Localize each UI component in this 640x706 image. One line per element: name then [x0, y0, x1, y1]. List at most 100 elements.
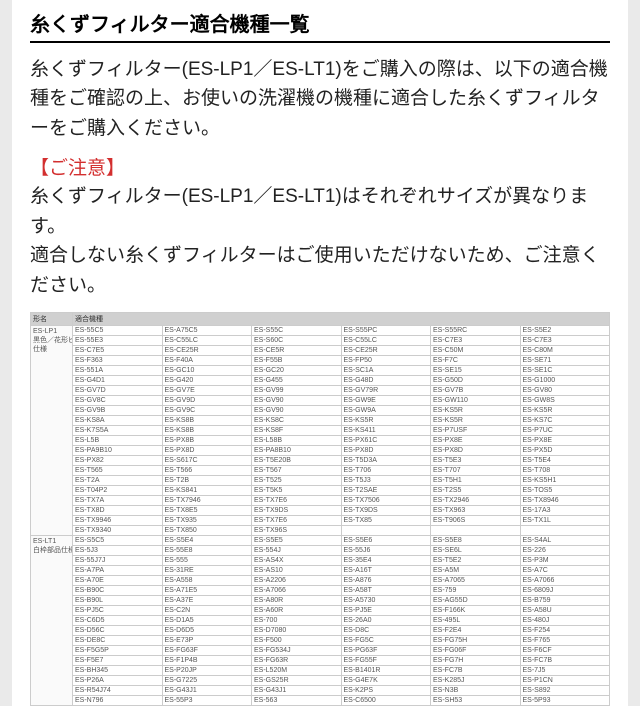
model-cell: ES-PA8B10 [252, 446, 342, 456]
table-row: ES-BH345ES-P20JPES-L520MES-B1401RES-FC7B… [31, 666, 610, 676]
model-cell: ES-N3B [431, 686, 521, 696]
model-cell: ES-GV7D [73, 386, 163, 396]
model-cell: ES-T707 [431, 466, 521, 476]
col-header-label: 形名 [31, 313, 73, 326]
table-row: ES-LP1黒色／花形ビ仕様ES-55C5ES-A75C5ES-S55CES-S… [31, 326, 610, 336]
model-cell: ES-F7C [431, 356, 521, 366]
model-cell: ES-A5M [431, 566, 521, 576]
model-cell: ES-GV90 [252, 396, 342, 406]
model-cell: ES-GV99 [252, 386, 342, 396]
model-cell: ES-A58U [520, 606, 610, 616]
document-page: 糸くずフィルター適合機種一覧 糸くずフィルター(ES-LP1／ES-LT1)をご… [12, 0, 628, 706]
model-cell: ES-P3M [520, 556, 610, 566]
model-cell: ES-T2S5 [431, 486, 521, 496]
model-cell: ES-S55RC [431, 326, 521, 336]
table-row: ES-G4D1ES-G420ES-G455ES-G48DES-G50DES-G1… [31, 376, 610, 386]
model-cell: ES-T706 [341, 466, 431, 476]
model-cell: ES-P1CN [520, 676, 610, 686]
model-cell: ES-F1P4B [162, 656, 252, 666]
model-cell: ES-SE1C [520, 366, 610, 376]
model-cell: ES-TX85 [341, 516, 431, 526]
model-cell: ES-TX8E5 [162, 506, 252, 516]
model-cell: ES-AS10 [252, 566, 342, 576]
model-cell: ES-KS7C [520, 416, 610, 426]
model-cell: ES-G1000 [520, 376, 610, 386]
table-row: ES-TX7AES-TX7946ES-TX7E6ES-TX7506ES-TX29… [31, 496, 610, 506]
intro-text: 糸くずフィルター(ES-LP1／ES-LT1)をご購入の際は、以下の適合機種をご… [30, 55, 610, 143]
model-cell: ES-KS5R [341, 416, 431, 426]
model-cell: ES-F500 [252, 636, 342, 646]
model-cell: ES-T5D3A [341, 456, 431, 466]
model-cell: ES-GW9A [341, 406, 431, 416]
model-cell: ES-GW9E [341, 396, 431, 406]
model-cell: ES-495L [431, 616, 521, 626]
model-cell: ES-55C5 [73, 326, 163, 336]
model-cell: ES-F254 [520, 626, 610, 636]
model-cell: ES-T5E2 [431, 556, 521, 566]
model-cell: ES-KS411 [341, 426, 431, 436]
table-row: ES-KS8AES-KS8BES-KS8CES-KS5RES-KS5RES-KS… [31, 416, 610, 426]
model-cell: ES-GV9B [73, 406, 163, 416]
model-cell: ES-PX8D [162, 446, 252, 456]
model-cell: ES-G420 [162, 376, 252, 386]
table-row: ES-T565ES-T566ES-T567ES-T706ES-T707ES-T7… [31, 466, 610, 476]
table-row: ES-P26AES-G7225ES-GS25RES-G4E7KES-K285JE… [31, 676, 610, 686]
model-cell [431, 526, 521, 536]
model-cell: ES-C6D5 [73, 616, 163, 626]
model-cell: ES-B759 [520, 596, 610, 606]
model-cell: ES-55E3 [73, 336, 163, 346]
model-cell: ES-S5E6 [341, 536, 431, 546]
model-cell: ES-FG75H [431, 636, 521, 646]
model-cell: ES-35E4 [341, 556, 431, 566]
model-cell: ES-KS5R [431, 406, 521, 416]
model-cell: ES-TX8D [73, 506, 163, 516]
model-cell: ES-K285J [431, 676, 521, 686]
model-cell: ES-FG55F [341, 656, 431, 666]
model-cell: ES-G48D [341, 376, 431, 386]
model-cell: ES-A558 [162, 576, 252, 586]
model-cell: ES-A75C5 [162, 326, 252, 336]
model-cell: ES-PX8D [341, 446, 431, 456]
table-row: ES-F5E7ES-F1P4BES-FG63RES-FG55FES-FG7HES… [31, 656, 610, 666]
model-cell: ES-G43J1 [252, 686, 342, 696]
model-cell: ES-KS5R [520, 406, 610, 416]
model-cell: ES-F765 [520, 636, 610, 646]
model-cell: ES-BH345 [73, 666, 163, 676]
model-cell: ES-TX9946 [73, 516, 163, 526]
model-cell: ES-F40A [162, 356, 252, 366]
model-cell: ES-A7066 [520, 576, 610, 586]
model-cell: ES-P26A [73, 676, 163, 686]
model-cell: ES-KS8B [162, 416, 252, 426]
table-row: ES-PJ5CES-C2NES-A60RES-PJ5EES-F166KES-A5… [31, 606, 610, 616]
model-cell: ES-GV90 [252, 406, 342, 416]
model-cell: ES-F5G5P [73, 646, 163, 656]
model-cell: ES-AS4X [252, 556, 342, 566]
model-cell: ES-SH53 [431, 696, 521, 706]
table-row: ES-GV9BES-GV9CES-GV90ES-GW9AES-KS5RES-KS… [31, 406, 610, 416]
model-cell: ES-G50D [431, 376, 521, 386]
model-cell: ES-T906S [431, 516, 521, 526]
table-row: ES-GV8CES-GV9DES-GV90ES-GW9EES-GW110ES-G… [31, 396, 610, 406]
model-cell: ES-A70E [73, 576, 163, 586]
model-cell: ES-GV80 [520, 386, 610, 396]
model-cell: ES-K2PS [341, 686, 431, 696]
model-cell: ES-700 [252, 616, 342, 626]
model-cell: ES-C6500 [341, 696, 431, 706]
model-cell: ES-GS25R [252, 676, 342, 686]
model-cell: ES-TX9DS [252, 506, 342, 516]
model-cell: ES-A37E [162, 596, 252, 606]
model-cell: ES-480J [520, 616, 610, 626]
model-cell: ES-GV9D [162, 396, 252, 406]
model-cell: ES-A60R [252, 606, 342, 616]
model-cell: ES-T566 [162, 466, 252, 476]
table-row: ES-TX9340ES-TX850ES-TX96S [31, 526, 610, 536]
model-cell: ES-A7C [520, 566, 610, 576]
model-cell: ES-C50M [431, 346, 521, 356]
model-cell: ES-T525 [252, 476, 342, 486]
model-cell: ES-A876 [341, 576, 431, 586]
model-cell: ES-D56C [73, 626, 163, 636]
model-cell: ES-C2N [162, 606, 252, 616]
model-cell: ES-K7S5A [73, 426, 163, 436]
table-row: ES-C7E5ES-CE25RES-CE5RES-CE25RES-C50MES-… [31, 346, 610, 356]
model-cell: ES-D8C [341, 626, 431, 636]
